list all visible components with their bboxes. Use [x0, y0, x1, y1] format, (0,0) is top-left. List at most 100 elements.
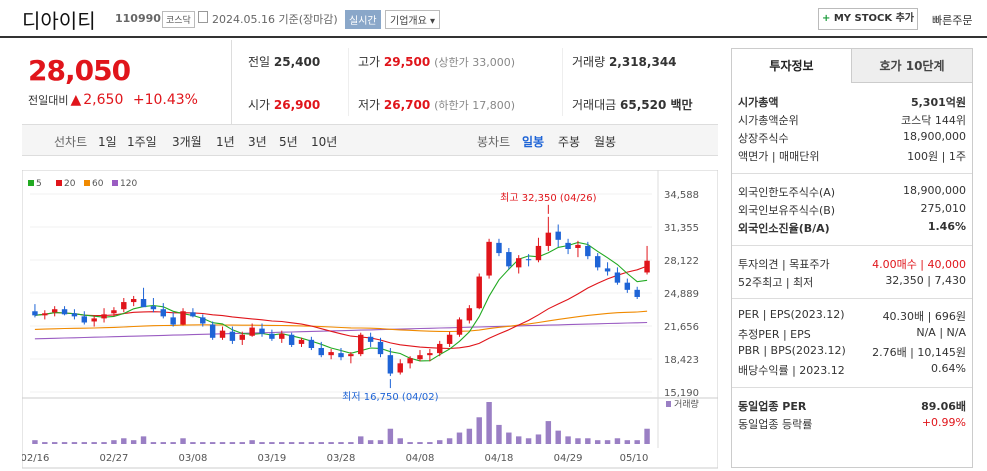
x-tick-label: 04/29: [554, 453, 583, 464]
info-row: 시가총액순위 코스닥 144위: [738, 112, 966, 129]
info-label: 추정PER | EPS: [738, 328, 811, 341]
x-tick-label: 03/19: [257, 453, 286, 464]
info-row: 시가총액 5,301억원: [738, 94, 966, 111]
tab-monthly[interactable]: 월봉: [594, 135, 617, 149]
volume-bar: [506, 432, 512, 444]
candle: [279, 333, 285, 339]
volume-bar: [437, 440, 443, 444]
candle: [397, 363, 403, 373]
tab-3y[interactable]: 3년: [248, 135, 267, 149]
volume-bar: [91, 442, 97, 444]
volume-bar: [486, 402, 492, 444]
x-tick-label: 03/28: [327, 453, 356, 464]
plus-icon: +: [821, 13, 831, 24]
info-value: 1.46%: [927, 220, 966, 233]
volume-bar: [585, 438, 591, 444]
info-value: 2.76배 | 10,145원: [872, 346, 966, 359]
info-value: 18,900,000: [903, 184, 966, 197]
y-tick-label: 34,588: [664, 190, 699, 201]
volume-bar: [446, 438, 453, 444]
x-tick-label: 02/27: [100, 453, 129, 464]
volume-bar: [634, 440, 640, 444]
candle: [170, 317, 176, 325]
candle: [239, 334, 245, 340]
tab-investment-info[interactable]: 투자정보: [732, 49, 852, 83]
volume-bar: [594, 440, 601, 444]
volume-bar: [140, 436, 147, 444]
y-tick-label: 28,122: [664, 256, 699, 267]
info-label: 상장주식수: [738, 132, 789, 145]
volume-bar: [476, 417, 482, 444]
candle: [387, 355, 394, 374]
ma60-line: [34, 310, 648, 333]
add-my-stock-button[interactable]: + MY STOCK 추가: [818, 8, 918, 30]
info-row: 추정PER | EPS N/A | N/A: [738, 326, 966, 343]
candle: [604, 268, 611, 272]
candle: [180, 311, 186, 325]
candle: [496, 242, 502, 254]
volume-bar: [624, 440, 631, 444]
document-icon: [198, 11, 208, 23]
y-tick-label: 15,190: [664, 388, 699, 399]
candle: [515, 258, 522, 268]
info-value: 4.00매수 | 40,000: [872, 258, 966, 271]
tab-3m[interactable]: 3개월: [172, 135, 202, 149]
tab-1w[interactable]: 1주일: [127, 135, 157, 149]
volume-bar: [644, 428, 650, 444]
info-row: 외국인소진율(B/A) 1.46%: [738, 220, 966, 237]
candle: [456, 319, 463, 335]
quote-table: 전일 25,400 고가 29,500 (상한가 33,000) 거래량 2,3…: [232, 40, 718, 124]
volume-bar: [328, 442, 334, 444]
candle-chart-label: 봉차트: [477, 135, 511, 149]
volume-bar: [555, 430, 561, 444]
volume-bar: [407, 442, 413, 444]
info-value: 0.64%: [931, 362, 966, 375]
volume-bar: [32, 440, 38, 444]
legend-swatch: [28, 180, 34, 186]
volume-bar: [298, 442, 305, 444]
volume-bar: [279, 442, 285, 444]
volume-bar: [190, 442, 196, 444]
legend-swatch: [112, 180, 118, 186]
candle: [377, 341, 384, 355]
ma20-line: [34, 265, 648, 350]
volume-legend-label: 거래량: [674, 398, 699, 410]
tab-1d[interactable]: 1일: [98, 135, 117, 149]
tab-10y[interactable]: 10년: [311, 135, 338, 149]
tab-daily[interactable]: 일봉: [522, 135, 545, 149]
info-row: 투자의견 | 목표주가 4.00매수 | 40,000: [738, 256, 966, 273]
stock-header: 디아이티 110990 코스닥 2024.05.16 기준(장마감) 실시간 기…: [0, 0, 987, 38]
volume-bar: [249, 440, 255, 444]
candle: [209, 324, 216, 338]
tab-order-book[interactable]: 호가 10단계: [852, 49, 972, 83]
candle: [594, 256, 601, 268]
realtime-button[interactable]: 실시간: [345, 10, 381, 29]
info-value: 코스닥 144위: [901, 114, 966, 127]
volume-legend-swatch: [666, 401, 671, 407]
up-arrow-icon: ▲: [70, 92, 82, 108]
price-box: 28,050 전일대비 ▲ 2,650 +10.43%: [22, 40, 232, 124]
candle: [535, 245, 542, 261]
quick-order-button[interactable]: 빠른주문: [932, 14, 973, 27]
legend-label: 20: [64, 179, 76, 189]
volume-bar: [200, 442, 206, 444]
candle: [486, 241, 492, 276]
tab-1y[interactable]: 1년: [216, 135, 235, 149]
legend-label: 120: [120, 179, 137, 189]
info-row: 외국인보유주식수(B) 275,010: [738, 202, 966, 219]
chart-frame: [22, 170, 718, 469]
candle: [160, 309, 167, 317]
volume-bar: [367, 440, 374, 444]
tab-weekly[interactable]: 주봉: [558, 135, 581, 149]
trade-amount: 거래대금 65,520 백만: [572, 98, 693, 112]
candle: [288, 334, 295, 345]
volume-bar: [81, 442, 88, 444]
info-label: 52주최고 | 최저: [738, 276, 814, 289]
candle: [417, 355, 423, 360]
legend-swatch: [84, 180, 90, 186]
y-tick-label: 21,656: [664, 322, 699, 333]
volume-bar: [387, 428, 394, 444]
volume-bar: [269, 442, 275, 444]
company-overview-dropdown[interactable]: 기업개요 ▾: [385, 10, 440, 29]
tab-5y[interactable]: 5년: [279, 135, 298, 149]
